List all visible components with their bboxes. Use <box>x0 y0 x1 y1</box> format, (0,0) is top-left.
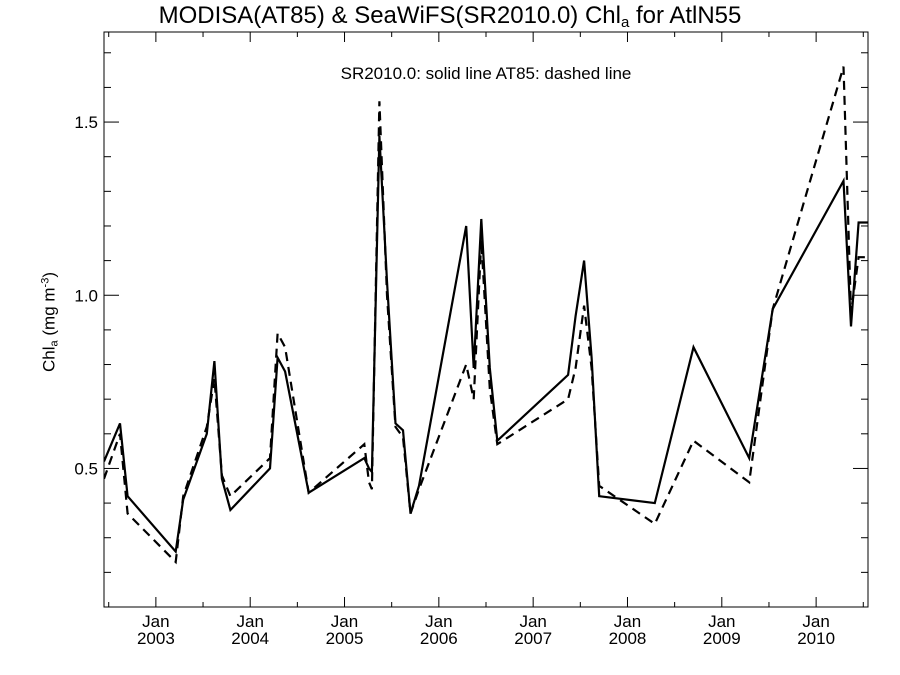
x-tick-label-year: 2009 <box>703 629 741 648</box>
x-tick-label-year: 2010 <box>797 629 835 648</box>
x-tick-label-month: Jan <box>614 612 641 631</box>
y-axis-label-superscript: -3 <box>39 277 52 288</box>
line-style-annotation: SR2010.0: solid line AT85: dashed line <box>341 64 632 83</box>
series-line-sr2010-0 <box>104 135 868 555</box>
chart-title-part1: MODISA(AT85) & SeaWiFS(SR2010.0) Chl <box>158 2 621 29</box>
y-axis-label-unit-prefix: (mg m <box>39 287 59 341</box>
x-tick-label-month: Jan <box>331 612 358 631</box>
x-tick-label-month: Jan <box>519 612 546 631</box>
x-tick-label-month: Jan <box>708 612 735 631</box>
y-tick-label: 1.5 <box>74 113 98 132</box>
y-tick-label: 1.0 <box>74 286 98 305</box>
y-tick-label: 0.5 <box>74 459 98 478</box>
y-axis-label: Chla (mg m-3) <box>40 272 61 372</box>
y-axis-label-subscript: a <box>48 340 61 347</box>
chart-title: MODISA(AT85) & SeaWiFS(SR2010.0) Chla fo… <box>0 2 900 31</box>
x-tick-label-month: Jan <box>142 612 169 631</box>
x-tick-label-month: Jan <box>425 612 452 631</box>
series-line-at85 <box>104 66 868 565</box>
x-tick-label-year: 2005 <box>326 629 364 648</box>
x-tick-label-month: Jan <box>802 612 829 631</box>
x-tick-label-year: 2008 <box>609 629 647 648</box>
y-axis-label-unit-suffix: ) <box>39 272 59 278</box>
x-tick-label-year: 2006 <box>420 629 458 648</box>
y-axis-label-main: Chl <box>39 346 59 372</box>
x-tick-label-year: 2007 <box>514 629 552 648</box>
x-tick-label-year: 2004 <box>231 629 269 648</box>
x-tick-label-year: 2003 <box>137 629 175 648</box>
chart-title-part2: for AtlN55 <box>629 2 742 29</box>
x-tick-label-month: Jan <box>236 612 263 631</box>
chart-title-subscript: a <box>620 14 630 31</box>
